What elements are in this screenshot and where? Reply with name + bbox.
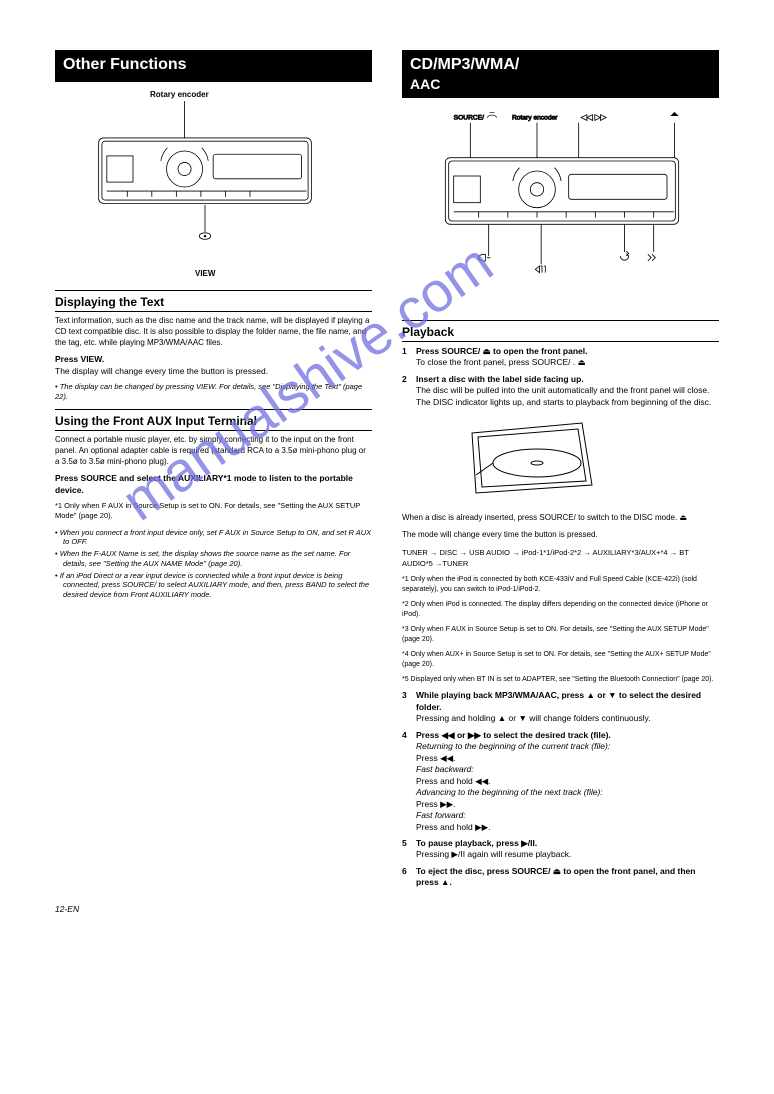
right-foot2: *2 Only when iPod is connected. The disp… — [402, 600, 719, 619]
right-step3-rest: Pressing and holding ▲ or ▼ will change … — [416, 713, 651, 723]
left-sec2-step1-text: Press SOURCE and select the AUXILIARY*1 … — [55, 473, 372, 496]
right-step5: 5 To pause playback, press ▶/II.Pressing… — [402, 838, 719, 861]
right-step4: 4 Press ◀◀ or ▶▶ to select the desired t… — [402, 730, 719, 833]
left-header: Other Functions — [55, 50, 372, 82]
step-num-6: 6 — [402, 866, 416, 889]
left-sec1-step-rest: The display will change every time the b… — [55, 366, 268, 376]
right-step4-r1: Returning to the beginning of the curren… — [416, 741, 610, 751]
right-step1-rest: to open the front panel. — [491, 346, 588, 356]
right-step1: 1 Press SOURCE/ ⏏ to open the front pane… — [402, 346, 719, 369]
step-num-2: 2 — [402, 374, 416, 408]
eject-icon: ▲. — [441, 877, 452, 887]
step-num-5: 5 — [402, 838, 416, 861]
right-mode-line: The mode will change every time the butt… — [402, 530, 719, 541]
right-after-inset: When a disc is already inserted, press S… — [402, 513, 719, 524]
left-sec1-note: • The display can be changed by pressing… — [55, 382, 372, 402]
step-num-3: 3 — [402, 690, 416, 724]
right-step3: 3 While playing back MP3/WMA/AAC, press … — [402, 690, 719, 724]
right-step2-bold: Insert a disc with the label side facing… — [416, 374, 584, 384]
svg-text:◀◀ ▶▶: ◀◀ ▶▶ — [581, 112, 607, 121]
right-step5-bold: To pause playback, press ▶/II. — [416, 838, 537, 848]
left-diagram: Rotary encoder VIEW — [55, 90, 372, 278]
right-step4-bold= data-interactable=: Press ◀◀ or ▶▶ to select the desired tra… — [416, 730, 611, 740]
left-sec2-step1: Press SOURCE and select the AUXILIARY*1 … — [55, 473, 372, 496]
left-diagram-svg — [55, 97, 372, 279]
step-num-1: 1 — [402, 346, 416, 369]
right-step2: 2 Insert a disc with the label side faci… — [402, 374, 719, 408]
right-mode-seq: TUNER → DISC → USB AUDIO → iPod-1*1/iPod… — [402, 547, 719, 570]
right-foot3: *3 Only when F AUX in Source Setup is se… — [402, 625, 719, 644]
right-diagram: SOURCE/Rotary encoder ◀◀ ▶▶ — [402, 106, 719, 308]
left-sec1-body: Text information, such as the disc name … — [55, 316, 372, 348]
left-column: Other Functions Rotary encoder VIEW Disp… — [55, 50, 372, 894]
right-step4-r3b: Press ▶▶. — [416, 799, 456, 809]
right-step4-r4b: Press and hold ▶▶. — [416, 822, 491, 832]
page-number: 12-EN — [55, 904, 79, 914]
left-header-title: Other Functions — [63, 56, 364, 74]
right-step4-r1b: Press ◀◀. — [416, 753, 456, 763]
svg-text:SOURCE/: SOURCE/ — [454, 114, 484, 121]
right-foot4: *4 Only when AUX+ in Source Setup is set… — [402, 650, 719, 669]
step-num-4: 4 — [402, 730, 416, 833]
right-step3-bold: While playing back MP3/WMA/AAC, press ▲ … — [416, 690, 701, 711]
right-foot5: *5 Displayed only when BT IN is set to A… — [402, 675, 719, 684]
right-step1-after: To close the front panel, press SOURCE/ … — [416, 357, 575, 367]
left-sec1-step: Press VIEW. The display will change every… — [55, 354, 372, 377]
left-sec2-note-2: If an iPod Direct or a rear input device… — [55, 571, 372, 599]
left-sec2-foot1: *1 Only when F AUX in Source Setup is se… — [55, 501, 372, 521]
right-sec1-title: Playback — [402, 320, 719, 342]
right-step2-a2: The DISC indicator lights up, and starts… — [416, 397, 711, 407]
right-step4-r2: Fast backward: — [416, 764, 474, 774]
right-step2-a1: The disc will be pulled into the unit au… — [416, 385, 709, 395]
left-sec2-note-1: When the F-AUX Name is set, the display … — [55, 549, 372, 568]
left-sec2-note-0: When you connect a front input device on… — [55, 528, 372, 547]
open-icon-4: ⏏ — [550, 866, 560, 876]
right-step1-bold: Press SOURCE/ — [416, 346, 480, 356]
open-icon-3: ⏏ — [679, 513, 687, 522]
left-sec2-body: Connect a portable music player, etc. by… — [55, 435, 372, 467]
right-column: CD/MP3/WMA/ AAC SOURCE/Rotary encoder ◀◀ … — [402, 50, 719, 894]
right-step4-r4: Fast forward: — [416, 810, 466, 820]
right-step4-r3: Advancing to the beginning of the next t… — [416, 787, 603, 797]
right-step4-r2b: Press and hold ◀◀. — [416, 776, 491, 786]
right-step6-bold: To eject the disc, press SOURCE/ — [416, 866, 550, 876]
disc-insert-diagram — [462, 413, 719, 505]
right-step5-rest: Pressing ▶/II again will resume playback… — [416, 849, 571, 859]
right-header-sub: AAC — [410, 76, 711, 92]
open-icon: ⏏ — [480, 346, 490, 356]
svg-text:Rotary encoder: Rotary encoder — [512, 114, 558, 121]
open-icon-2: ⏏ — [578, 357, 586, 367]
left-sec2-notes: When you connect a front input device on… — [55, 528, 372, 600]
left-sec1-step-bold: Press VIEW. — [55, 354, 104, 364]
right-foot1: *1 Only when the iPod is connected by bo… — [402, 575, 719, 594]
right-header-title: CD/MP3/WMA/ — [410, 56, 711, 74]
left-sec1-title: Displaying the Text — [55, 290, 372, 312]
right-header: CD/MP3/WMA/ AAC — [402, 50, 719, 98]
right-step6: 6 To eject the disc, press SOURCE/ ⏏ to … — [402, 866, 719, 889]
left-sec2-title: Using the Front AUX Input Terminal — [55, 409, 372, 431]
